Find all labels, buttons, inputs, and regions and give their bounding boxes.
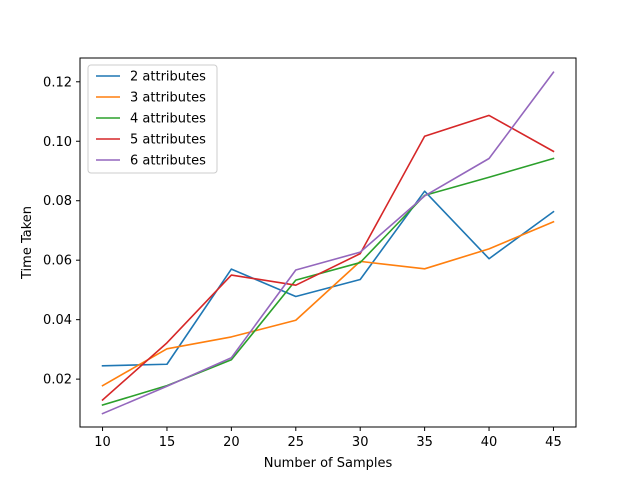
x-tick-label: 40: [481, 435, 498, 450]
y-tick-label: 0.12: [43, 75, 72, 90]
x-tick-label: 10: [94, 435, 111, 450]
legend-label: 2 attributes: [130, 70, 206, 85]
y-tick-label: 0.02: [43, 373, 72, 388]
y-tick-label: 0.06: [43, 254, 72, 269]
series-line-3-attributes: [101, 220, 555, 387]
plot-frame: [79, 57, 577, 428]
y-tick-label: 0.04: [43, 313, 72, 328]
legend-label: 3 attributes: [130, 91, 206, 106]
legend-label: 5 attributes: [130, 133, 206, 148]
y-axis: 0.02 0.04 0.06 0.08 0.10 0.12: [43, 75, 80, 388]
legend: 2 attributes 3 attributes 4 attributes 5 at…: [87, 64, 218, 174]
series-line-2-attributes: [101, 190, 555, 367]
series-line-6-attributes: [101, 71, 555, 415]
x-tick-label: 45: [545, 435, 562, 450]
y-tick-label: 0.08: [43, 194, 72, 209]
series-line-5-attributes: [101, 114, 555, 402]
legend-box: [87, 64, 218, 174]
x-tick-label: 15: [159, 435, 176, 450]
y-axis-label: Time Taken: [20, 206, 35, 280]
x-axis: 10 15 20 25 30 35 40 45: [94, 427, 562, 450]
x-tick-label: 25: [288, 435, 305, 450]
x-tick-label: 30: [352, 435, 369, 450]
series-layer: [101, 71, 555, 415]
legend-label: 4 attributes: [130, 112, 206, 127]
legend-label: 6 attributes: [130, 154, 206, 169]
x-axis-label: Number of Samples: [264, 456, 393, 471]
y-tick-label: 0.10: [43, 135, 72, 150]
x-tick-label: 20: [223, 435, 240, 450]
x-tick-label: 35: [416, 435, 433, 450]
